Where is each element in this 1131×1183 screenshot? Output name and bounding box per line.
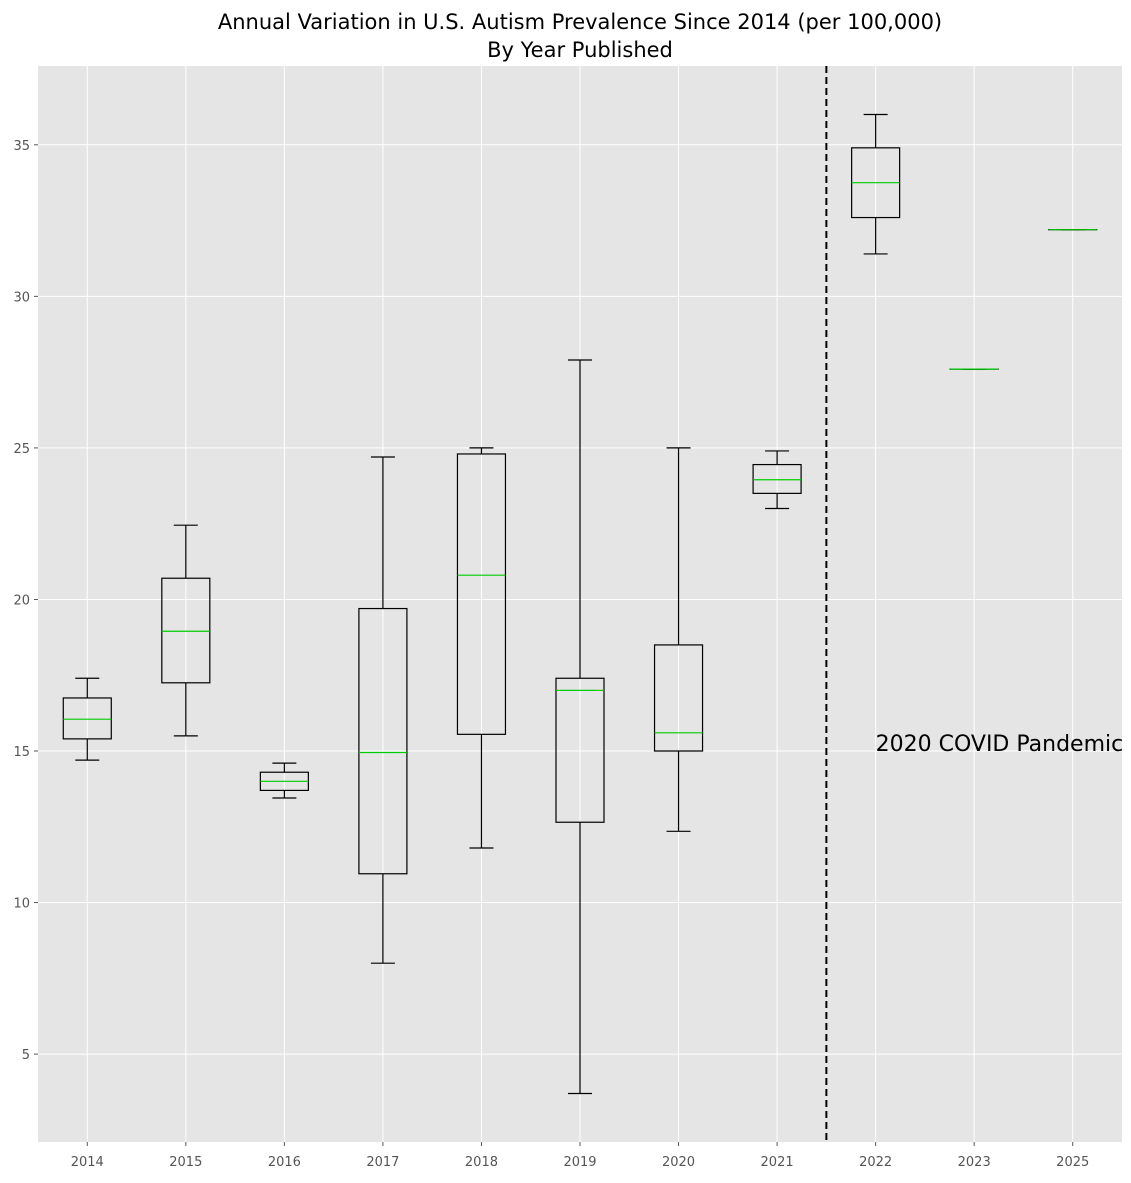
x-tick-label: 2019 — [563, 1155, 596, 1170]
x-tick-label: 2025 — [1056, 1155, 1089, 1170]
y-tick-label: 35 — [13, 139, 30, 154]
x-tick-label: 2014 — [71, 1155, 104, 1170]
y-tick-label: 15 — [13, 745, 30, 760]
x-tick-label: 2022 — [859, 1155, 892, 1170]
x-tick-label: 2023 — [958, 1155, 991, 1170]
x-tick-label: 2020 — [662, 1155, 695, 1170]
y-tick-label: 5 — [22, 1048, 30, 1063]
y-tick-label: 20 — [13, 593, 30, 608]
x-axis-ticks: 2014 2015 2016 2017 2018 2019 2020 2021 2022 2023… — [71, 1142, 1090, 1170]
y-tick-label: 10 — [13, 897, 30, 912]
x-tick-label: 2017 — [366, 1155, 399, 1170]
y-axis-ticks: 5 10 15 20 25 30 35 — [13, 139, 38, 1063]
y-tick-label: 25 — [13, 442, 30, 457]
x-tick-label: 2018 — [465, 1155, 498, 1170]
x-tick-label: 2021 — [761, 1155, 794, 1170]
x-tick-label: 2015 — [169, 1155, 202, 1170]
chart-title: Annual Variation in U.S. Autism Prevalen… — [218, 10, 942, 34]
pandemic-annotation: 2020 COVID Pandemic — [876, 732, 1124, 757]
chart-subtitle: By Year Published — [487, 38, 673, 62]
y-tick-label: 30 — [13, 290, 30, 305]
x-tick-label: 2016 — [268, 1155, 301, 1170]
